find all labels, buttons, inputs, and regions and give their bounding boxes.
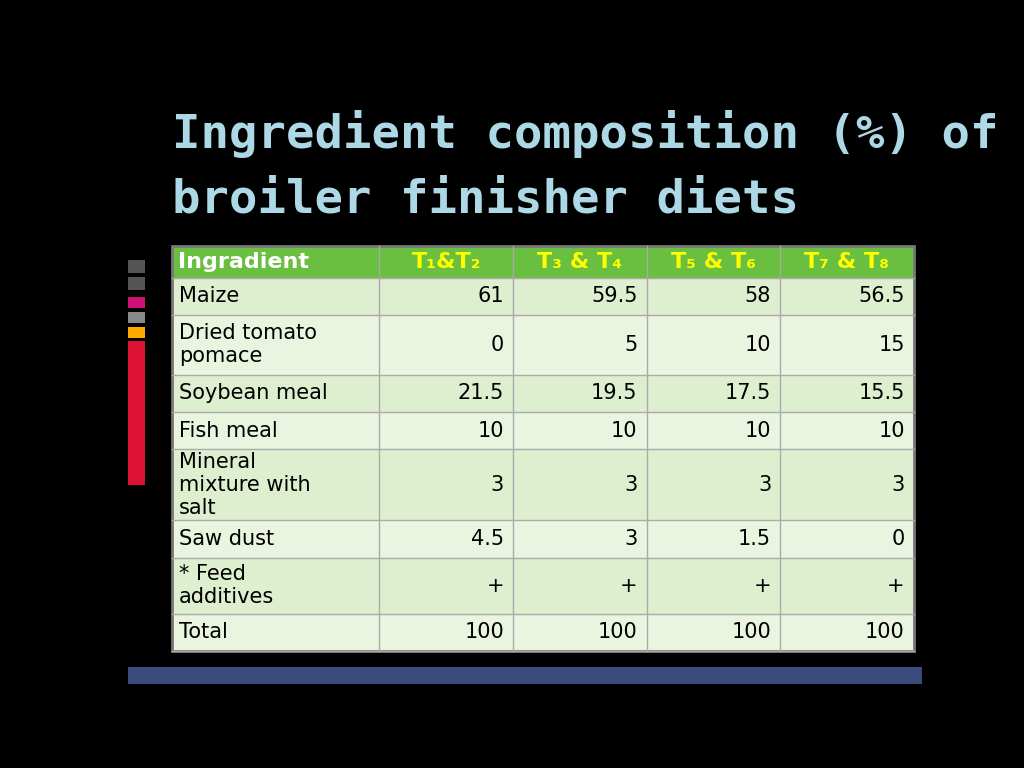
FancyBboxPatch shape	[172, 521, 913, 558]
Text: 58: 58	[744, 286, 771, 306]
Text: 3: 3	[758, 475, 771, 495]
FancyBboxPatch shape	[172, 315, 913, 375]
Text: +: +	[620, 576, 638, 596]
Text: 15.5: 15.5	[858, 383, 905, 403]
Text: broiler finisher diets: broiler finisher diets	[172, 178, 799, 223]
FancyBboxPatch shape	[128, 312, 145, 323]
Text: 1.5: 1.5	[738, 529, 771, 549]
Text: T₁&T₂: T₁&T₂	[412, 252, 481, 272]
Text: 3: 3	[625, 529, 638, 549]
Text: 0: 0	[490, 335, 504, 355]
Text: 100: 100	[865, 622, 905, 642]
Text: 21.5: 21.5	[458, 383, 504, 403]
FancyBboxPatch shape	[172, 449, 913, 521]
Text: 56.5: 56.5	[858, 286, 905, 306]
FancyBboxPatch shape	[172, 558, 913, 614]
FancyBboxPatch shape	[128, 340, 145, 485]
Text: 10: 10	[744, 421, 771, 441]
Text: Maize: Maize	[179, 286, 240, 306]
Text: Dried tomato
pomace: Dried tomato pomace	[179, 323, 317, 366]
Text: Ingredient composition (%) of: Ingredient composition (%) of	[172, 110, 998, 158]
FancyBboxPatch shape	[128, 667, 922, 684]
FancyBboxPatch shape	[128, 297, 145, 308]
Text: 5: 5	[625, 335, 638, 355]
Text: 0: 0	[892, 529, 905, 549]
Text: +: +	[754, 576, 771, 596]
Text: * Feed
additives: * Feed additives	[179, 564, 274, 607]
Text: 100: 100	[464, 622, 504, 642]
Text: Mineral
mixture with
salt: Mineral mixture with salt	[179, 452, 310, 518]
Text: Total: Total	[179, 622, 228, 642]
Text: 10: 10	[477, 421, 504, 441]
Text: +: +	[486, 576, 504, 596]
Text: 3: 3	[892, 475, 905, 495]
Text: Fish meal: Fish meal	[179, 421, 278, 441]
Text: 10: 10	[879, 421, 905, 441]
FancyBboxPatch shape	[172, 278, 913, 315]
Text: 10: 10	[611, 421, 638, 441]
FancyBboxPatch shape	[172, 375, 913, 412]
FancyBboxPatch shape	[128, 277, 145, 290]
Text: 100: 100	[731, 622, 771, 642]
Text: +: +	[887, 576, 905, 596]
FancyBboxPatch shape	[172, 614, 913, 651]
FancyBboxPatch shape	[128, 260, 145, 273]
FancyBboxPatch shape	[172, 412, 913, 449]
Text: Soybean meal: Soybean meal	[179, 383, 328, 403]
Text: 3: 3	[490, 475, 504, 495]
Text: T₇ & T₈: T₇ & T₈	[805, 252, 890, 272]
Text: 19.5: 19.5	[591, 383, 638, 403]
Text: 3: 3	[625, 475, 638, 495]
Text: 10: 10	[744, 335, 771, 355]
Text: 61: 61	[477, 286, 504, 306]
Text: 17.5: 17.5	[725, 383, 771, 403]
FancyBboxPatch shape	[172, 246, 913, 278]
Text: 15: 15	[879, 335, 905, 355]
Text: T₃ & T₄: T₃ & T₄	[538, 252, 623, 272]
Text: Saw dust: Saw dust	[179, 529, 274, 549]
Text: 59.5: 59.5	[591, 286, 638, 306]
Text: 100: 100	[598, 622, 638, 642]
Text: Ingradient: Ingradient	[177, 252, 308, 272]
Text: T₅ & T₆: T₅ & T₆	[671, 252, 756, 272]
FancyBboxPatch shape	[128, 327, 145, 338]
Text: 4.5: 4.5	[471, 529, 504, 549]
